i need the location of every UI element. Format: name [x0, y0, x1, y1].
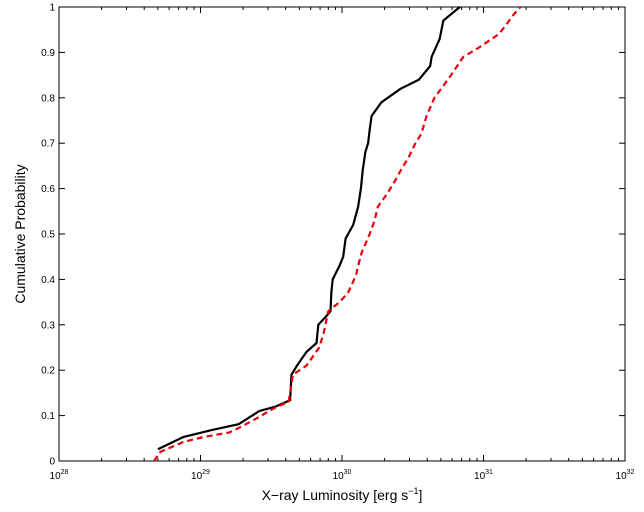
y-tick-label: 0.6 — [41, 184, 55, 195]
series-line-1 — [157, 6, 461, 451]
y-tick-label: 0.8 — [41, 93, 55, 104]
y-tick-label: 0.3 — [41, 320, 55, 331]
x-axis-label-suffix: ] — [419, 487, 423, 503]
y-tick-label: 0.1 — [41, 411, 55, 422]
y-tick-label: 0.7 — [41, 139, 55, 150]
series-lines — [153, 6, 522, 462]
plot-frame — [58, 6, 626, 462]
x-tick-label: 1032 — [616, 469, 635, 482]
x-axis-label-exponent: −1 — [408, 486, 418, 496]
y-tick-label: 0.2 — [41, 366, 55, 377]
x-tick-label: 1030 — [333, 469, 352, 482]
y-tick-label: 1 — [49, 3, 55, 14]
y-axis-label: Cumulative Probability — [12, 164, 28, 303]
x-tick-label: 1029 — [191, 469, 210, 482]
x-tick-label: 1028 — [50, 469, 69, 482]
x-axis-label: X−ray Luminosity [erg s−1] — [262, 486, 423, 503]
y-tick-label: 0.9 — [41, 48, 55, 59]
x-tick-label: 1031 — [474, 469, 493, 482]
tick-labels: 0 0.1 0.2 0.3 0.4 0.5 0.6 0.7 0.8 0.9 1 1028 1029 103… — [41, 3, 634, 483]
series-line-2 — [153, 6, 522, 462]
y-tick-label: 0 — [49, 457, 55, 468]
tick-marks — [58, 6, 626, 462]
y-tick-label: 0.4 — [41, 275, 55, 286]
y-tick-label: 0.5 — [41, 230, 55, 241]
x-axis-label-main: X−ray Luminosity [erg s — [262, 487, 409, 503]
